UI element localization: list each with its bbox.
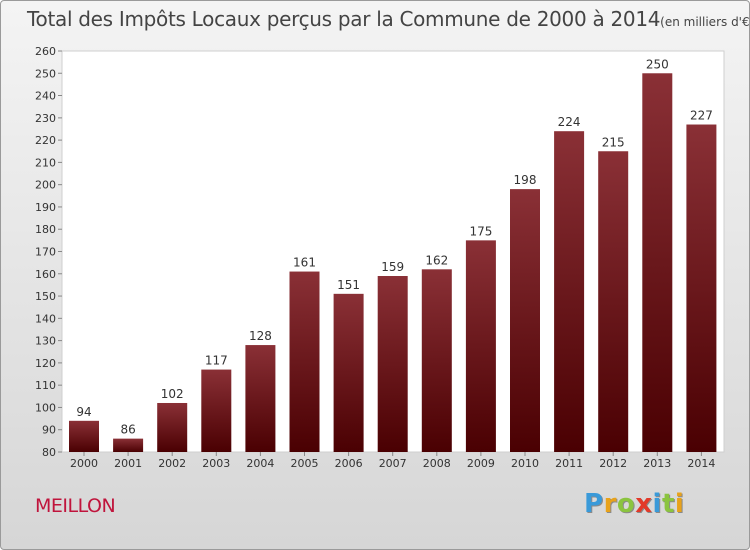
data-label-2001: 86 [120, 423, 135, 437]
y-tick-label: 120 [35, 357, 56, 370]
proxiti-logo[interactable]: Proxiti [584, 489, 684, 519]
y-tick-label: 230 [35, 112, 56, 125]
y-tick-label: 90 [42, 424, 56, 437]
x-tick-label-2012: 2012 [599, 457, 627, 470]
bar-2007 [377, 276, 408, 452]
x-tick-label-2002: 2002 [158, 457, 186, 470]
data-label-2008: 162 [425, 253, 448, 267]
y-tick-label: 250 [35, 67, 56, 80]
x-tick-label-2005: 2005 [291, 457, 319, 470]
logo-letter: i [674, 489, 685, 519]
bar-2002 [157, 402, 188, 452]
y-tick-label: 240 [35, 90, 56, 103]
y-tick-label: 100 [35, 401, 56, 414]
data-label-2002: 102 [161, 387, 184, 401]
x-tick-label-2010: 2010 [511, 457, 539, 470]
bar-2013 [642, 73, 673, 453]
data-label-2007: 159 [381, 260, 404, 274]
data-label-2012: 215 [602, 135, 625, 149]
logo-letter: P [584, 489, 604, 519]
logo-letter: i [652, 489, 662, 519]
y-tick-label: 80 [42, 446, 56, 459]
data-label-2011: 224 [558, 115, 581, 129]
y-tick-label: 210 [35, 156, 56, 169]
x-tick-label-2004: 2004 [246, 457, 274, 470]
chart-title-main: Total des Impôts Locaux perçus par la Co… [27, 7, 661, 31]
bar-chart: 8090100110120130140150160170180190200210… [35, 45, 725, 470]
chart-title-unit: (en milliers d'€) [660, 15, 750, 29]
bar-2006 [333, 293, 364, 452]
data-label-2013: 250 [646, 57, 669, 71]
chart-title: Total des Impôts Locaux perçus par la Co… [27, 7, 750, 31]
bar-2003 [201, 369, 232, 452]
bar-2004 [245, 345, 276, 452]
x-tick-label-2013: 2013 [643, 457, 671, 470]
y-tick-label: 160 [35, 268, 56, 281]
x-tick-label-2014: 2014 [687, 457, 715, 470]
x-tick-label-2001: 2001 [114, 457, 142, 470]
y-tick-label: 260 [35, 45, 56, 58]
x-tick-label-2006: 2006 [335, 457, 363, 470]
bar-2000 [69, 420, 99, 452]
y-tick-label: 180 [35, 223, 56, 236]
x-tick-label-2000: 2000 [70, 457, 98, 470]
bar-2005 [289, 271, 320, 452]
commune-name: MEILLON [35, 495, 116, 517]
logo-letter: o [616, 489, 636, 519]
data-label-2006: 151 [337, 278, 360, 292]
x-tick-label-2009: 2009 [467, 457, 495, 470]
bar-2011 [554, 131, 585, 452]
x-tick-label-2008: 2008 [423, 457, 451, 470]
logo-letter: t [661, 489, 675, 519]
logo-letter: x [635, 489, 653, 519]
data-label-2000: 94 [76, 405, 91, 419]
bars-group: 94 86 102 117 128 161 151 159 162 175 198 224 215 250… [69, 57, 717, 453]
bar-2014 [686, 124, 717, 453]
y-tick-label: 110 [35, 379, 56, 392]
x-tick-label-2007: 2007 [379, 457, 407, 470]
x-tick-label-2011: 2011 [555, 457, 583, 470]
data-label-2014: 227 [690, 109, 713, 123]
y-tick-label: 140 [35, 312, 56, 325]
y-axis: 80 90 100 110 120 130 140 150 160 170 180 190 200 210… [35, 45, 62, 459]
y-tick-label: 130 [35, 335, 56, 348]
data-label-2005: 161 [293, 256, 316, 270]
y-tick-label: 220 [35, 134, 56, 147]
y-tick-label: 170 [35, 246, 56, 259]
data-label-2009: 175 [469, 224, 492, 238]
bar-2012 [598, 151, 629, 452]
x-tick-label-2003: 2003 [202, 457, 230, 470]
bar-2008 [421, 269, 452, 452]
data-label-2010: 198 [514, 173, 537, 187]
y-tick-label: 200 [35, 179, 56, 192]
logo-letter: r [603, 489, 617, 519]
x-axis: 2000 2001 2002 2003 2004 2005 2006 2007 2008 2009… [70, 452, 715, 470]
bar-2010 [510, 189, 540, 452]
y-tick-label: 190 [35, 201, 56, 214]
data-label-2004: 128 [249, 329, 272, 343]
y-tick-label: 150 [35, 290, 56, 303]
bar-2009 [465, 240, 496, 452]
bar-2001 [113, 438, 144, 452]
data-label-2003: 117 [205, 354, 228, 368]
